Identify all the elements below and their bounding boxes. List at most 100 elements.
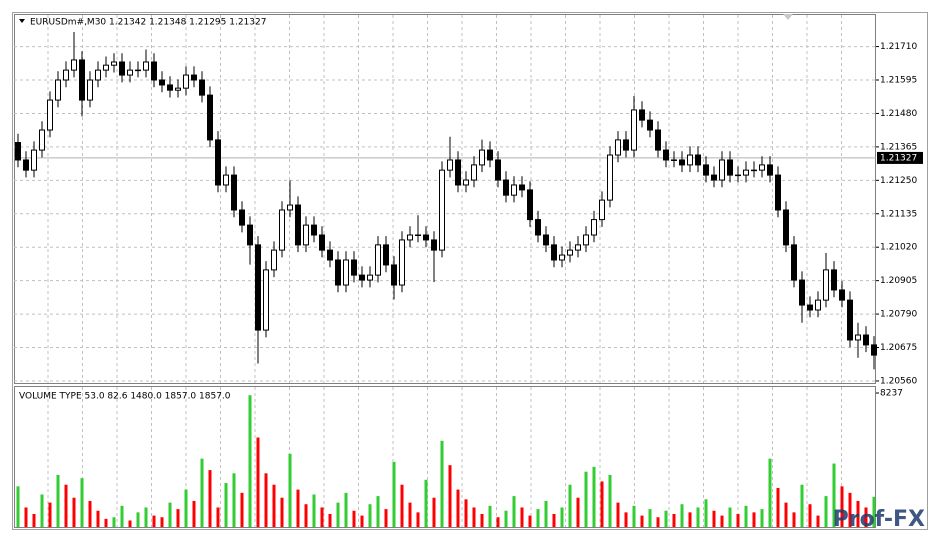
volume-bar bbox=[552, 513, 556, 527]
candle-body bbox=[663, 149, 669, 161]
volume-bar bbox=[424, 479, 428, 527]
volume-bar bbox=[712, 510, 716, 527]
volume-bar bbox=[528, 515, 532, 527]
volume-bar bbox=[352, 510, 356, 527]
volume-bar bbox=[680, 504, 684, 527]
volume-bar bbox=[120, 505, 124, 527]
candle-body bbox=[191, 74, 197, 81]
volume-bar bbox=[672, 513, 676, 527]
candle-body bbox=[599, 199, 605, 221]
volume-bar bbox=[504, 510, 508, 527]
candle-body bbox=[55, 79, 61, 101]
volume-bar bbox=[168, 502, 172, 527]
volume-bar bbox=[264, 473, 268, 527]
candle-body bbox=[447, 159, 453, 171]
volume-bar bbox=[664, 510, 668, 527]
candle-body bbox=[183, 74, 189, 89]
volume-bar bbox=[720, 515, 724, 527]
volume-bar bbox=[760, 509, 764, 527]
candle-body bbox=[495, 159, 501, 181]
y-tick-label: 1.20905 bbox=[880, 276, 917, 286]
volume-bar bbox=[344, 492, 348, 527]
volume-bar bbox=[632, 505, 636, 527]
candle-body bbox=[15, 142, 21, 161]
volume-bar bbox=[56, 474, 60, 527]
volume-bar bbox=[176, 509, 180, 527]
volume-bar bbox=[304, 504, 308, 527]
volume-bar bbox=[560, 507, 564, 527]
volume-bar bbox=[752, 512, 756, 527]
volume-bar bbox=[448, 465, 452, 527]
candle-body bbox=[319, 234, 325, 251]
candle-body bbox=[47, 99, 53, 131]
candle-body bbox=[623, 139, 629, 151]
candle-body bbox=[471, 164, 477, 181]
volume-bar bbox=[544, 500, 548, 527]
candle-body bbox=[79, 59, 85, 101]
candle-body bbox=[543, 234, 549, 246]
candle-body bbox=[567, 249, 573, 256]
candle-body bbox=[791, 244, 797, 281]
candle-body bbox=[31, 149, 37, 171]
volume-bar bbox=[320, 507, 324, 527]
volume-bar bbox=[472, 507, 476, 527]
candle-body bbox=[111, 61, 117, 66]
volume-bar bbox=[328, 513, 332, 527]
volume-bar bbox=[288, 453, 292, 527]
volume-bar bbox=[256, 437, 260, 527]
candle-body bbox=[527, 189, 533, 221]
candle-body bbox=[463, 179, 469, 186]
candle-body bbox=[415, 234, 421, 236]
volume-bar bbox=[224, 483, 228, 527]
volume-bar bbox=[32, 513, 36, 527]
volume-bar bbox=[616, 502, 620, 527]
volume-bar bbox=[432, 497, 436, 527]
volume-bar bbox=[136, 512, 140, 527]
candle-body bbox=[607, 154, 613, 201]
volume-bar bbox=[568, 484, 572, 527]
candle-body bbox=[135, 69, 141, 72]
volume-bar bbox=[376, 496, 380, 527]
current-price-label: 1.21327 bbox=[880, 153, 917, 163]
price-pane bbox=[14, 14, 876, 384]
volume-bar bbox=[312, 494, 316, 527]
candle-body bbox=[767, 164, 773, 176]
candle-body bbox=[863, 334, 869, 346]
candle-body bbox=[143, 61, 149, 71]
volume-bar bbox=[600, 481, 604, 527]
menu-triangle[interactable] bbox=[19, 19, 25, 23]
candle-body bbox=[199, 79, 205, 96]
candle-body bbox=[223, 174, 229, 186]
volume-bar bbox=[104, 518, 108, 527]
y-tick-label: 1.21135 bbox=[880, 209, 917, 219]
y-tick-label: 1.20560 bbox=[880, 376, 917, 386]
watermark: Prof-FX bbox=[833, 507, 925, 532]
y-tick-label: 1.20790 bbox=[880, 310, 917, 320]
volume-bar bbox=[816, 515, 820, 527]
candle-body bbox=[39, 129, 45, 151]
volume-bar bbox=[96, 510, 100, 527]
candle-body bbox=[167, 84, 173, 91]
candle-body bbox=[423, 234, 429, 241]
candle-body bbox=[343, 259, 349, 286]
candle-body bbox=[631, 109, 637, 151]
volume-bar bbox=[776, 487, 780, 527]
y-tick-label: 1.21365 bbox=[880, 142, 917, 152]
candle-body bbox=[119, 61, 125, 76]
candle-body bbox=[583, 234, 589, 246]
candle-body bbox=[831, 269, 837, 291]
candle-body bbox=[215, 139, 221, 186]
y-tick-label: 1.20675 bbox=[880, 343, 917, 353]
volume-bar bbox=[48, 502, 52, 527]
volume-bar bbox=[248, 395, 252, 527]
candle-body bbox=[839, 289, 845, 301]
candle-body bbox=[655, 129, 661, 151]
volume-bar bbox=[192, 500, 196, 527]
candle-body bbox=[367, 274, 373, 281]
volume-bar bbox=[784, 502, 788, 527]
candle-body bbox=[511, 184, 517, 196]
candle-body bbox=[311, 224, 317, 236]
volume-bar bbox=[688, 512, 692, 527]
